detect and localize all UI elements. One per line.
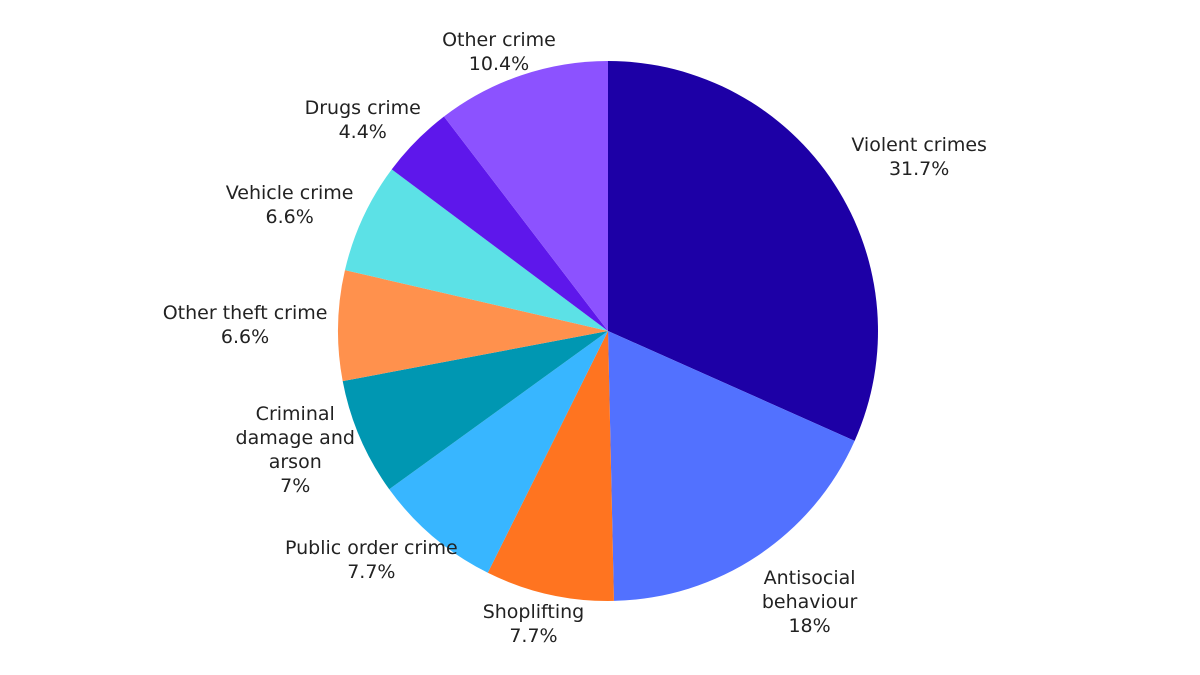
value-label: 4.4% <box>338 121 387 144</box>
slice-label: Drugs crime 4.4% <box>288 96 438 144</box>
value-label: 18% <box>788 614 831 637</box>
pie-slice <box>344 169 608 331</box>
pie-slice <box>338 270 608 382</box>
slice-label: Antisocial behaviour 18% <box>745 566 875 638</box>
slice-label: Public order crime 7.7% <box>261 536 481 584</box>
category-label: Criminal damage and arson <box>235 402 355 473</box>
category-label: Other theft crime <box>162 301 328 324</box>
slice-label: Other theft crime 6.6% <box>140 301 350 349</box>
category-label: Other crime <box>442 28 556 51</box>
category-label: Drugs crime <box>304 97 421 120</box>
value-label: 7.7% <box>347 560 396 583</box>
value-label: 6.6% <box>220 325 270 348</box>
pie-slice <box>443 61 608 331</box>
pie-slice <box>342 331 608 490</box>
category-label: Violent crimes <box>851 133 987 156</box>
category-label: Vehicle crime <box>225 181 354 204</box>
slice-label: Criminal damage and arson 7% <box>228 402 363 498</box>
slice-label: Shoplifting 7.7% <box>463 600 603 648</box>
category-label: Antisocial behaviour <box>761 566 858 613</box>
pie-slice <box>391 116 608 331</box>
pie-slice <box>389 331 608 573</box>
pie-slice <box>608 61 878 441</box>
value-label: 10.4% <box>468 52 530 75</box>
value-label: 6.6% <box>265 205 314 228</box>
slice-label: Vehicle crime 6.6% <box>205 181 375 229</box>
category-label: Shoplifting <box>482 600 585 623</box>
pie-slice <box>487 331 614 601</box>
category-label: Public order crime <box>285 536 458 559</box>
pie-slice <box>608 331 855 601</box>
slice-label: Other crime 10.4% <box>424 28 574 76</box>
value-label: 31.7% <box>888 157 950 180</box>
value-label: 7.7% <box>509 624 558 647</box>
slice-label: Violent crimes 31.7% <box>834 133 1004 181</box>
value-label: 7% <box>280 474 311 497</box>
